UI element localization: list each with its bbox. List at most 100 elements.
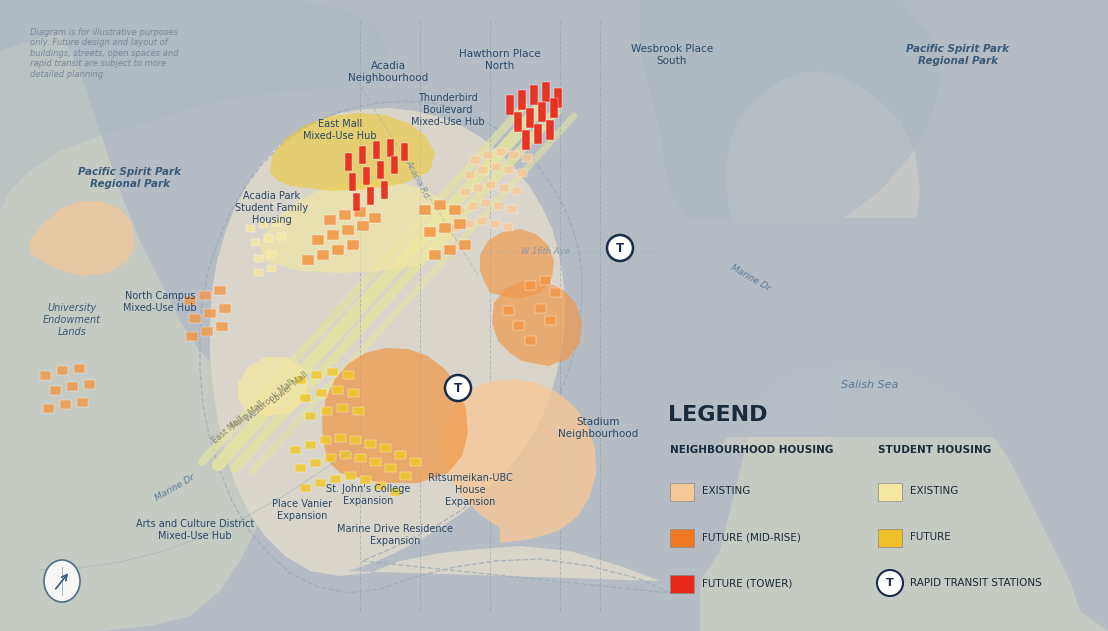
Bar (331, 386, 342, 394)
Bar (478, 217, 488, 225)
Polygon shape (211, 108, 660, 581)
Bar (267, 264, 276, 271)
Bar (201, 326, 213, 336)
Bar (357, 221, 369, 231)
Bar (349, 436, 360, 444)
Bar (42, 403, 53, 413)
Bar (512, 187, 522, 195)
Bar (319, 436, 330, 444)
Bar (459, 240, 471, 250)
Bar (327, 230, 339, 240)
Bar (390, 156, 398, 174)
Bar (519, 90, 526, 110)
Polygon shape (700, 366, 1108, 631)
Polygon shape (0, 31, 310, 631)
Bar (546, 120, 554, 140)
Bar (305, 412, 316, 420)
Bar (483, 151, 493, 159)
Bar (250, 239, 259, 245)
Text: Acadia Park
Student Family
Housing: Acadia Park Student Family Housing (235, 191, 308, 225)
Bar (670, 529, 694, 547)
Bar (246, 225, 255, 232)
Bar (216, 322, 228, 331)
Bar (40, 370, 51, 379)
Bar (337, 404, 348, 412)
Bar (289, 446, 300, 454)
Bar (530, 85, 538, 105)
Text: Marine Dr: Marine Dr (729, 263, 771, 293)
Bar (186, 331, 198, 341)
Bar (514, 112, 522, 132)
Bar (513, 321, 523, 329)
Bar (554, 88, 562, 108)
Bar (465, 171, 475, 179)
Text: T: T (616, 242, 624, 254)
Bar (494, 202, 504, 210)
Bar (317, 250, 329, 260)
Bar (57, 365, 68, 375)
Polygon shape (480, 229, 554, 299)
Text: Acadia
Neighbourhood: Acadia Neighbourhood (348, 61, 428, 83)
Polygon shape (0, 0, 390, 211)
Bar (464, 220, 474, 228)
Bar (473, 184, 483, 192)
Bar (365, 440, 376, 448)
Text: University
Endowment
Lands: University Endowment Lands (43, 304, 101, 336)
Text: East Mall: East Mall (211, 415, 245, 445)
Polygon shape (260, 181, 455, 273)
Bar (434, 200, 447, 210)
Text: T: T (454, 382, 462, 394)
Bar (377, 161, 383, 179)
Polygon shape (492, 281, 582, 366)
Bar (339, 210, 351, 220)
Bar (83, 379, 94, 389)
Bar (444, 245, 456, 255)
Bar (214, 285, 226, 295)
Bar (380, 444, 390, 452)
Bar (468, 202, 478, 210)
Bar (410, 458, 421, 466)
Bar (534, 304, 545, 312)
Polygon shape (30, 201, 135, 276)
Polygon shape (238, 357, 308, 416)
Bar (305, 441, 316, 449)
Bar (524, 336, 535, 345)
Bar (507, 205, 517, 213)
Bar (76, 398, 88, 406)
Bar (359, 146, 366, 164)
Bar (506, 95, 514, 115)
Bar (299, 394, 310, 402)
Bar (310, 371, 321, 379)
Bar (369, 213, 381, 223)
Text: STUDENT HOUSING: STUDENT HOUSING (878, 445, 992, 455)
Bar (534, 124, 542, 144)
Bar (455, 206, 465, 214)
Bar (372, 141, 380, 159)
Text: FUTURE: FUTURE (910, 532, 951, 542)
Bar (335, 434, 346, 442)
Bar (544, 316, 555, 324)
Bar (329, 475, 340, 483)
Bar (380, 181, 388, 199)
Bar (538, 102, 546, 122)
Text: EXISTING: EXISTING (702, 486, 750, 496)
Text: Thunderbird
Boulevard
Mixed-Use Hub: Thunderbird Boulevard Mixed-Use Hub (411, 93, 485, 127)
Text: Stadium
Neighbourhood: Stadium Neighbourhood (557, 417, 638, 439)
Circle shape (878, 570, 903, 596)
Bar (312, 235, 324, 245)
Bar (394, 451, 406, 459)
Bar (349, 173, 356, 191)
Bar (50, 386, 61, 394)
Bar (327, 368, 338, 376)
Bar (302, 255, 314, 265)
Bar (320, 407, 331, 415)
Circle shape (445, 375, 471, 401)
Bar (367, 187, 373, 205)
Bar (324, 215, 336, 225)
Text: Lower Mall: Lower Mall (270, 370, 310, 406)
Text: T: T (886, 578, 894, 588)
Text: NEIGHBOURHOOD HOUSING: NEIGHBOURHOOD HOUSING (670, 445, 833, 455)
Bar (309, 459, 320, 467)
Text: St. John's College
Expansion: St. John's College Expansion (326, 484, 410, 506)
Bar (490, 220, 500, 228)
